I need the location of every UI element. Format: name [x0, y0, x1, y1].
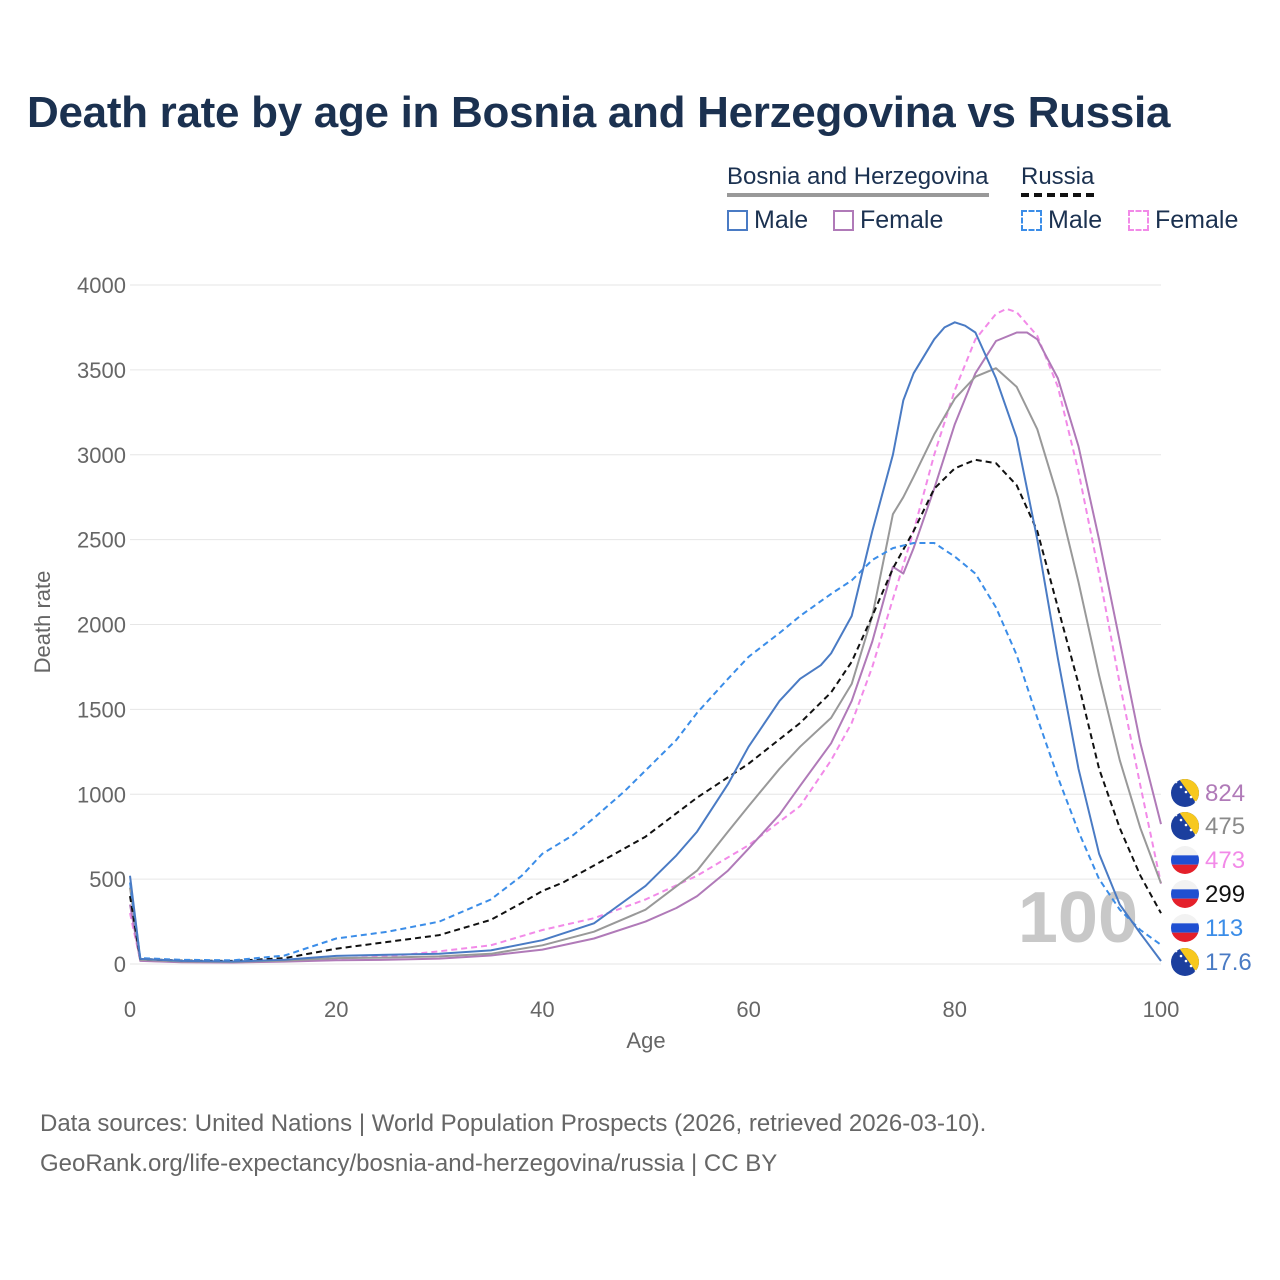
- series-line-russia: [129, 458, 1162, 962]
- y-tick-label: 3500: [77, 358, 126, 383]
- y-tick-label: 1500: [77, 697, 126, 722]
- year-watermark: 100: [1018, 878, 1138, 958]
- source-line-1: Data sources: United Nations | World Pop…: [40, 1110, 987, 1137]
- x-tick-label: 0: [124, 997, 136, 1022]
- legend-swatch: [1128, 210, 1149, 231]
- end-label-flag-ru: [1171, 846, 1199, 874]
- legend-item-label: Male: [754, 206, 809, 234]
- end-label-flag-ru: [1171, 880, 1199, 908]
- legend-group-bosnia: Bosnia and Herzegovina: [727, 163, 989, 197]
- y-tick-label: 1000: [77, 782, 126, 807]
- x-tick-label: 40: [530, 997, 554, 1022]
- legend-swatch: [833, 210, 854, 231]
- legend-item-russia-female: Female: [1128, 206, 1238, 235]
- legend-item-russia-male: Male: [1021, 206, 1102, 235]
- legend-group-russia-label: Russia: [1021, 163, 1095, 190]
- end-label-value: 473: [1205, 847, 1245, 874]
- end-label-flag-ba: [1171, 812, 1199, 840]
- legend-item-bosnia-male: Male: [727, 206, 808, 235]
- legend-item-label: Female: [1155, 206, 1239, 234]
- legend-item-label: Female: [860, 206, 944, 234]
- series-line-bosnia-and-herzegovina-female: [129, 331, 1162, 964]
- source-line-2: GeoRank.org/life-expectancy/bosnia-and-h…: [40, 1150, 778, 1177]
- legend-group-bosnia-line: [727, 193, 989, 197]
- y-axis-label: Death rate: [30, 571, 55, 674]
- series-line-russia-male: [129, 542, 1162, 962]
- chart-title: Death rate by age in Bosnia and Herzegov…: [27, 88, 1171, 137]
- legend-swatch: [727, 210, 748, 231]
- legend-group-bosnia-label: Bosnia and Herzegovina: [727, 163, 989, 190]
- x-axis-label: Age: [626, 1028, 665, 1053]
- y-tick-label: 0: [114, 952, 126, 977]
- y-tick-label: 2500: [77, 528, 126, 553]
- x-tick-label: 20: [324, 997, 348, 1022]
- end-label-value: 475: [1205, 813, 1245, 840]
- y-tick-label: 4000: [77, 273, 126, 298]
- series-line-bosnia-and-herzegovina-male: [129, 321, 1162, 963]
- end-label-flag-ba: [1171, 948, 1199, 976]
- end-label-value: 17.6: [1205, 949, 1252, 976]
- legend-item-label: Male: [1048, 206, 1103, 234]
- legend-group-russia-line: [1021, 193, 1095, 197]
- end-label-value: 824: [1205, 780, 1245, 807]
- x-tick-label: 100: [1143, 997, 1180, 1022]
- end-label-value: 113: [1205, 915, 1243, 942]
- y-tick-label: 2000: [77, 613, 126, 638]
- end-label-flag-ru: [1171, 914, 1199, 942]
- legend-group-russia: Russia: [1021, 163, 1095, 197]
- series-line-bosnia-and-herzegovina: [129, 367, 1162, 963]
- legend-item-bosnia-female: Female: [833, 206, 943, 235]
- end-label-flag-ba: [1171, 779, 1199, 807]
- x-tick-label: 80: [943, 997, 967, 1022]
- y-tick-label: 3000: [77, 443, 126, 468]
- y-tick-label: 500: [89, 867, 126, 892]
- legend-swatch: [1021, 210, 1042, 231]
- x-tick-label: 60: [736, 997, 760, 1022]
- end-label-value: 299: [1205, 881, 1245, 908]
